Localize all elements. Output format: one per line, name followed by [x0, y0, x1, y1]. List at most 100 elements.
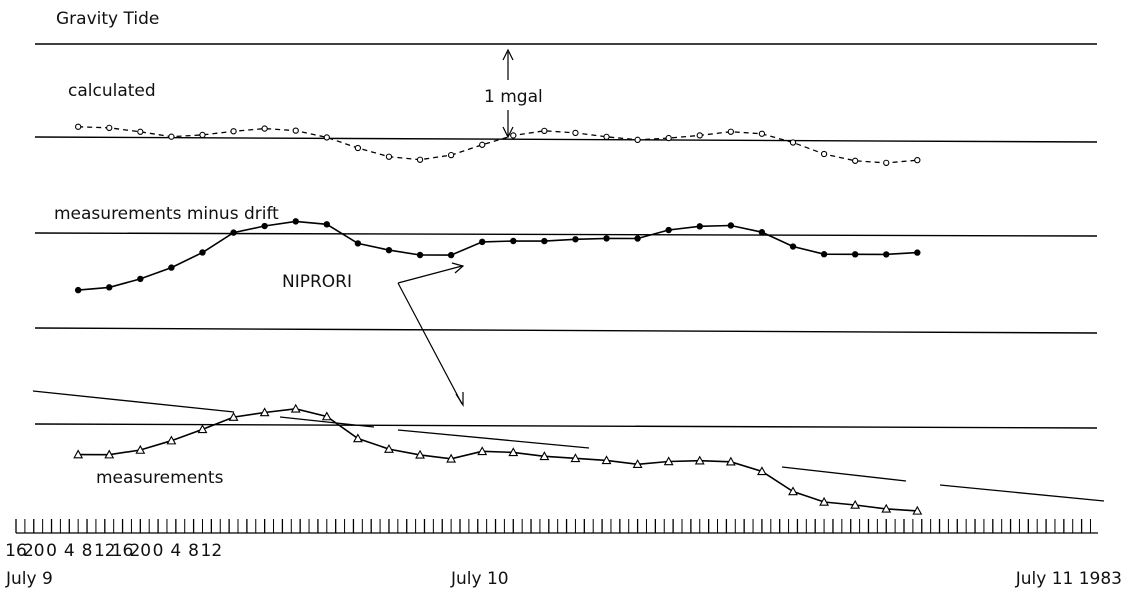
series-label-calculated: calculated [68, 81, 156, 101]
data-point-measurements [850, 499, 861, 509]
data-point-measurements [663, 456, 674, 466]
reference-line-separator [34, 327, 1098, 334]
series-layer [73, 123, 923, 515]
data-point-measurements-minus-drift [261, 222, 268, 230]
x-tick-label: 4 [170, 541, 181, 561]
data-point-measurements-minus-drift [416, 251, 424, 259]
data-point-measurements-minus-drift [385, 246, 393, 254]
x-tick-label: 16 [5, 541, 27, 561]
data-point-measurements [912, 505, 923, 515]
data-point-measurements-minus-drift [541, 237, 548, 245]
chart-title: Gravity Tide [56, 9, 159, 29]
data-point-measurements-minus-drift [447, 251, 455, 259]
data-point-calculated [883, 159, 890, 167]
data-point-measurements-minus-drift [354, 240, 362, 247]
data-point-calculated [137, 128, 144, 135]
x-ticks [15, 519, 1091, 533]
data-point-measurements [477, 446, 488, 456]
data-point-calculated [292, 127, 299, 134]
data-point-calculated [665, 134, 672, 142]
x-date-labels: July 9 July 10 July 11 1983 [5, 569, 1122, 589]
x-tick-label: 0 [153, 541, 164, 561]
data-point-measurements [104, 449, 115, 459]
data-point-calculated [852, 157, 859, 164]
data-point-calculated [634, 136, 641, 143]
data-point-measurements [446, 453, 457, 463]
data-point-measurements [166, 435, 177, 445]
data-point-measurements-minus-drift [914, 249, 921, 256]
data-point-calculated [541, 127, 548, 134]
x-date-label: July 11 1983 [1015, 569, 1122, 589]
x-date-label: July 10 [450, 569, 509, 589]
data-point-measurements [73, 449, 84, 459]
data-point-measurements-minus-drift [665, 226, 672, 234]
data-point-measurements-minus-drift [74, 286, 82, 294]
data-point-calculated [572, 129, 579, 137]
data-point-calculated [106, 124, 113, 131]
scale-bar [502, 48, 514, 139]
data-point-calculated [820, 150, 828, 158]
x-tick-label: 12 [94, 541, 116, 561]
data-point-measurements-minus-drift [137, 275, 144, 283]
data-point-calculated [230, 128, 237, 135]
data-point-measurements-minus-drift [603, 235, 610, 242]
x-tick-label: 4 [64, 541, 75, 561]
data-point-measurements [694, 455, 705, 465]
series-line-calculated [78, 126, 918, 164]
data-point-measurements-minus-drift [479, 238, 486, 246]
drift-segment [397, 429, 590, 449]
x-tick-label: 8 [188, 541, 199, 561]
data-point-measurements-minus-drift [789, 243, 797, 250]
data-point-measurements-minus-drift [883, 251, 890, 258]
data-point-measurements [570, 453, 581, 463]
data-point-measurements [259, 407, 270, 417]
data-point-calculated [323, 134, 330, 141]
series-label-measurements: measurements [96, 468, 224, 488]
x-tick-label: 12 [201, 541, 223, 561]
data-point-measurements-minus-drift [106, 284, 113, 291]
series-label-measurements-minus-drift: measurements minus drift [54, 204, 279, 224]
data-point-calculated [416, 156, 424, 163]
data-point-measurements [539, 451, 550, 461]
x-tick-label: 20 [129, 541, 151, 561]
data-point-measurements [197, 424, 208, 434]
data-point-measurements [352, 433, 363, 443]
data-point-calculated [510, 132, 517, 139]
data-point-measurements-minus-drift [727, 222, 735, 229]
data-point-calculated [727, 128, 734, 135]
drift-segment [939, 484, 1105, 502]
data-point-measurements [135, 444, 146, 454]
data-point-measurements [290, 403, 301, 413]
data-point-calculated [603, 133, 610, 140]
x-tick-label: 8 [82, 541, 93, 561]
data-point-measurements [415, 449, 425, 459]
data-point-measurements-minus-drift [758, 229, 766, 236]
data-point-calculated [354, 144, 362, 152]
data-point-calculated [479, 141, 486, 148]
data-point-calculated [168, 133, 175, 140]
data-point-measurements [321, 411, 332, 421]
data-point-measurements-minus-drift [292, 218, 299, 225]
data-point-measurements-minus-drift [323, 221, 330, 228]
instrument-label: NIPRORI [282, 272, 352, 292]
data-point-calculated [696, 132, 703, 139]
drift-segment [279, 416, 375, 428]
data-point-calculated [199, 131, 206, 139]
instrument-arrows [397, 262, 465, 408]
data-point-measurements [725, 456, 736, 466]
data-point-measurements [632, 459, 643, 469]
data-point-measurements-minus-drift [230, 229, 237, 236]
x-tick-label: 16 [112, 541, 134, 561]
data-point-measurements [819, 496, 830, 506]
reference-line-calculated [34, 136, 1098, 143]
series-line-measurements [78, 407, 918, 512]
x-date-label: July 9 [5, 569, 53, 589]
drift-trend-lines [32, 390, 1105, 502]
data-point-measurements-minus-drift [696, 223, 703, 230]
x-tick-label: 20 [23, 541, 45, 561]
data-point-measurements [384, 443, 394, 453]
data-point-calculated [385, 153, 393, 160]
